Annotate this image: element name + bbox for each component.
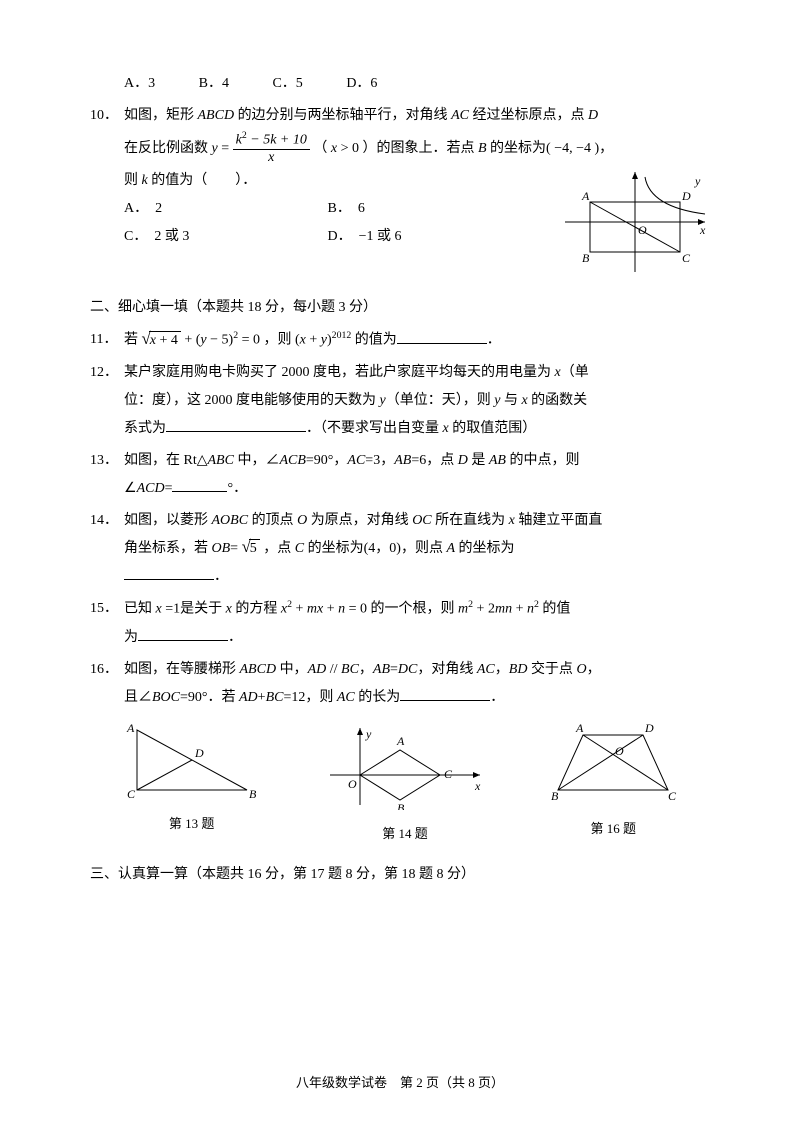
q9-opt-a: A．3 <box>124 70 155 98</box>
sqrt-icon: √5 <box>242 539 260 558</box>
q16: 16． 如图，在等腰梯形 ABCD 中，AD // BC，AB=DC，对角线 A… <box>90 656 710 712</box>
svg-text:B: B <box>249 787 257 800</box>
fig-14: y x O A C B 第 14 题 <box>320 720 490 847</box>
q10-opt-b: B． 6 <box>328 195 365 223</box>
q10: 10． 如图，矩形 ABCD 的边分别与两坐标轴平行，对角线 AC 经过坐标原点… <box>90 102 710 288</box>
page-footer: 八年级数学试卷 第 2 页（共 8 页） <box>90 1070 710 1096</box>
q11: 11． 若 √x + 4 + (y − 5)2 = 0 ，则 (x + y)20… <box>90 326 710 355</box>
q13: 13． 如图，在 Rt△ABC 中，∠ACB=90°，AC=3，AB=6，点 D… <box>90 447 710 503</box>
q14-blank <box>124 566 214 580</box>
section-2-title: 二、细心填一填（本题共 18 分，每小题 3 分） <box>90 294 710 322</box>
q9-opt-b: B．4 <box>199 70 229 98</box>
svg-text:x: x <box>699 223 706 237</box>
q12-blank <box>166 418 306 432</box>
q10-num: 10． <box>90 102 124 288</box>
svg-text:O: O <box>348 777 357 791</box>
svg-text:A: A <box>126 721 135 735</box>
svg-text:A: A <box>581 189 590 203</box>
svg-text:A: A <box>396 734 405 748</box>
fig-13: A C B D 第 13 题 <box>117 720 267 847</box>
q9-opt-c: C．5 <box>272 70 302 98</box>
q10-opt-a: A． 2 <box>124 195 284 223</box>
q13-blank <box>172 478 227 492</box>
fig-16: A D B C O 第 16 题 <box>543 720 683 847</box>
svg-text:C: C <box>127 787 136 800</box>
svg-text:O: O <box>638 223 647 237</box>
svg-text:B: B <box>551 789 559 803</box>
q10-opt-c: C． 2 或 3 <box>124 223 284 251</box>
q10-fraction: k2 − 5k + 10 x <box>233 130 310 167</box>
q10-figure: y x A D O B C <box>560 167 710 288</box>
svg-text:y: y <box>694 174 701 188</box>
figures-row: A C B D 第 13 题 y x O A C B 第 14 题 A D B <box>90 720 710 847</box>
svg-text:C: C <box>444 767 453 781</box>
svg-text:B: B <box>397 801 405 810</box>
q9-opt-d: D．6 <box>346 70 377 98</box>
q14: 14． 如图，以菱形 AOBC 的顶点 O 为原点，对角线 OC 所在直线为 x… <box>90 507 710 591</box>
svg-text:B: B <box>582 251 590 265</box>
q10-opt-d: D． −1 或 6 <box>328 223 402 251</box>
svg-text:D: D <box>194 746 204 760</box>
svg-text:D: D <box>644 721 654 735</box>
q15-blank <box>138 627 228 641</box>
svg-text:C: C <box>682 251 691 265</box>
q12: 12． 某户家庭用购电卡购买了 2000 度电，若此户家庭平均每天的用电量为 x… <box>90 359 710 443</box>
q15: 15． 已知 x =1是关于 x 的方程 x2 + mx + n = 0 的一个… <box>90 595 710 652</box>
sqrt-icon: √x + 4 <box>142 331 181 350</box>
svg-text:D: D <box>681 189 691 203</box>
svg-text:y: y <box>365 727 372 741</box>
svg-text:x: x <box>474 779 481 793</box>
svg-text:A: A <box>575 721 584 735</box>
q16-blank <box>400 687 490 701</box>
q11-blank <box>397 330 487 344</box>
svg-text:C: C <box>668 789 677 803</box>
q9-options: A．3 B．4 C．5 D．6 <box>90 70 710 98</box>
section-3-title: 三、认真算一算（本题共 16 分，第 17 题 8 分，第 18 题 8 分） <box>90 861 710 889</box>
svg-text:O: O <box>615 744 624 758</box>
